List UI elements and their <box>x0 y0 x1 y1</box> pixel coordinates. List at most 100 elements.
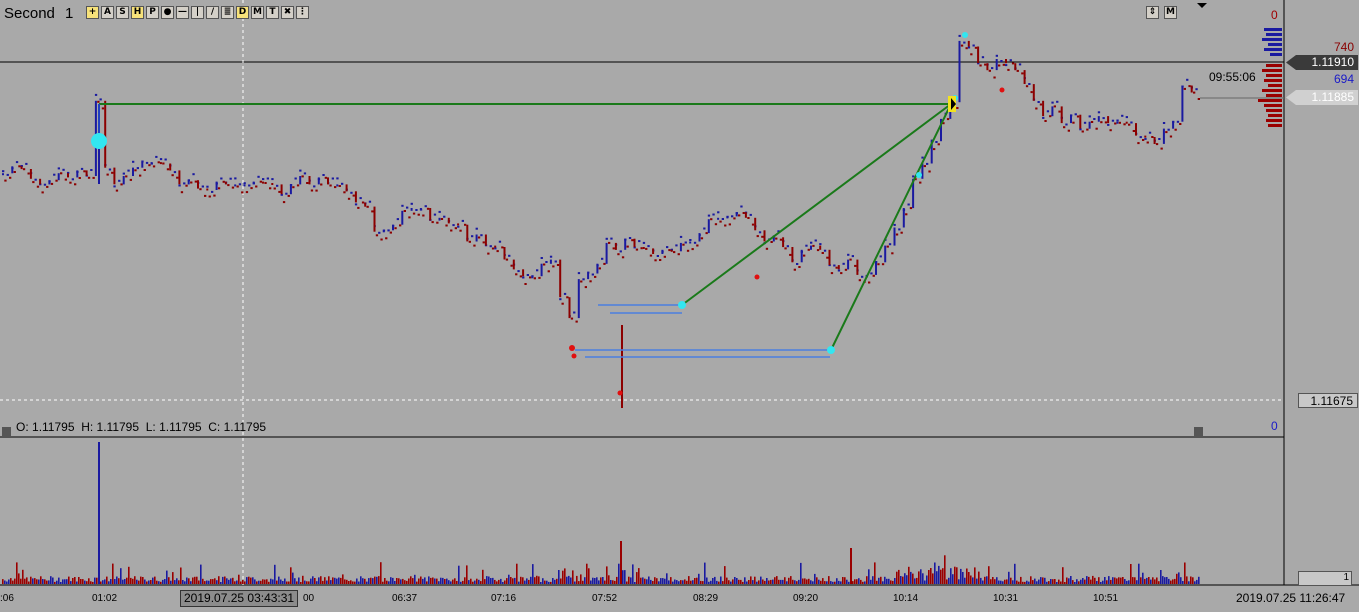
price-bar <box>90 169 93 171</box>
volume-bar <box>660 578 662 584</box>
volume-bar <box>1092 575 1094 584</box>
price-bar <box>967 46 971 49</box>
time-tick-label: 07:52 <box>592 593 618 604</box>
volume-bar <box>264 579 266 584</box>
price-bar <box>731 215 734 218</box>
p-button[interactable]: P <box>146 6 159 19</box>
price-bar <box>368 200 372 203</box>
price-bar-wick <box>429 208 432 221</box>
m-right-button[interactable]: M <box>1164 6 1177 19</box>
scale-toggle-button[interactable]: ⇕ <box>1146 6 1159 19</box>
price-bar-wick <box>382 230 385 233</box>
price-bar <box>464 223 467 226</box>
volume-bar <box>492 577 494 584</box>
volume-bar <box>80 579 82 584</box>
volume-bar <box>32 578 34 584</box>
price-bar-wick <box>596 263 599 274</box>
volume-bar <box>894 578 896 584</box>
auto-scale-button[interactable]: A <box>101 6 114 19</box>
price-bar <box>582 278 585 281</box>
volume-bar <box>444 579 446 584</box>
price-bar <box>1081 130 1084 133</box>
price-bar <box>798 266 801 268</box>
price-bar <box>673 251 676 254</box>
volume-bar <box>8 579 10 584</box>
time-tick-label: 06:37 <box>392 593 418 604</box>
price-bar <box>134 169 137 172</box>
volume-bar <box>30 576 32 584</box>
price-bar <box>649 254 653 257</box>
tools-button[interactable]: ✖ <box>281 6 294 19</box>
volume-bar <box>802 578 804 584</box>
s-button[interactable]: S <box>116 6 129 19</box>
volume-bar <box>414 574 416 584</box>
volume-bar <box>806 579 808 584</box>
price-bar <box>176 176 179 179</box>
volume-bar <box>794 580 796 584</box>
price-bar <box>352 194 355 197</box>
volume-bar <box>652 581 654 584</box>
volume-bar <box>28 581 30 584</box>
t-button[interactable]: T <box>266 6 279 19</box>
price-bar <box>34 178 37 181</box>
volume-bar <box>368 578 370 584</box>
marker-cyan-4 <box>962 32 968 38</box>
price-bar-wick <box>986 63 989 71</box>
price-bar <box>608 241 611 244</box>
zoom-in-button[interactable]: + <box>86 6 99 19</box>
volume-bar <box>1142 572 1144 584</box>
price-bar <box>132 160 135 163</box>
volume-bar <box>134 576 136 584</box>
volume-bar <box>600 577 602 584</box>
price-bar-wick <box>271 183 274 185</box>
price-bar-wick <box>20 166 23 170</box>
price-bar <box>471 235 474 238</box>
price-bar <box>55 179 58 182</box>
price-bar <box>881 263 885 266</box>
price-bar <box>494 247 497 250</box>
price-bar <box>1116 119 1119 122</box>
volume-bar <box>932 573 934 584</box>
volume-bar <box>166 570 168 584</box>
marker-red-3 <box>617 390 623 396</box>
volume-bar <box>584 577 586 584</box>
volume-bar <box>468 580 470 584</box>
volume-bar <box>220 582 222 584</box>
vertical-line-button[interactable]: | <box>191 6 204 19</box>
volume-bar <box>280 579 282 584</box>
volume-spike <box>620 541 622 584</box>
volume-bar <box>830 581 832 584</box>
volume-bar <box>514 577 516 584</box>
price-bar <box>958 34 961 37</box>
volume-bar <box>692 580 694 584</box>
price-bar <box>222 180 225 183</box>
d-button[interactable]: D <box>236 6 249 19</box>
volume-bar <box>266 579 268 584</box>
volume-bar <box>662 578 664 584</box>
volume-bar <box>996 577 998 584</box>
volume-bar <box>146 581 148 584</box>
price-bar <box>257 175 260 178</box>
volume-bar <box>856 579 858 584</box>
horizontal-line-button[interactable]: — <box>176 6 189 19</box>
price-bar <box>211 190 214 193</box>
record-button[interactable]: ● <box>161 6 174 19</box>
volume-bar <box>332 577 334 584</box>
volume-bar <box>564 568 566 584</box>
volume-bar <box>834 581 836 584</box>
h-button[interactable]: H <box>131 6 144 19</box>
price-bar <box>1005 64 1008 67</box>
menu-button[interactable]: ⋮ <box>296 6 309 19</box>
properties-button[interactable]: ≣ <box>221 6 234 19</box>
price-bar-wick <box>717 217 720 220</box>
price-bar <box>868 281 871 284</box>
volume-bar <box>362 578 364 584</box>
volume-bar <box>642 577 644 584</box>
volume-bar <box>534 577 536 584</box>
m-button[interactable]: M <box>251 6 264 19</box>
volume-bar <box>488 576 490 584</box>
trend-line-button[interactable]: / <box>206 6 219 19</box>
price-bar <box>1132 130 1135 132</box>
volume-bar <box>386 580 388 584</box>
